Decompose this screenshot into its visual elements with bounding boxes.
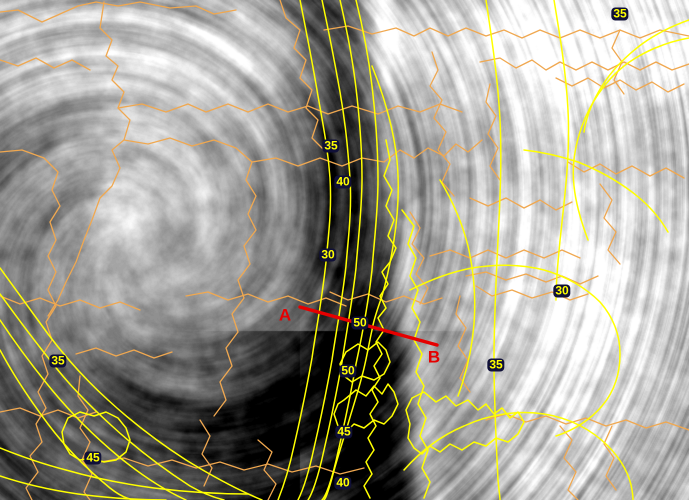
cross-section-label-b: B [427, 347, 441, 367]
border-path [47, 1, 131, 317]
contour-label: 30 [319, 247, 337, 262]
contour-45-inner [307, 0, 363, 500]
border-path [409, 211, 429, 305]
contour-label: 40 [334, 475, 352, 490]
contour-label: 50 [339, 363, 357, 378]
contour-label: 45 [84, 450, 102, 465]
contour-se-arc [403, 411, 634, 500]
border-path [567, 161, 685, 179]
contour-50-inner [321, 0, 379, 500]
contour-45-pocket-sw [61, 411, 131, 463]
border-path [329, 291, 443, 305]
border-path [251, 139, 483, 167]
contour-35-far-east [572, 37, 689, 241]
contour-ne-yellow [583, 19, 689, 133]
border-path [323, 25, 689, 39]
cross-section-label-a: A [278, 305, 292, 325]
border-path [479, 57, 689, 71]
contour-label: 35 [322, 138, 340, 153]
border-path [429, 51, 455, 197]
border-path [199, 419, 213, 487]
border-path [603, 425, 617, 491]
contour-label: 50 [351, 315, 369, 330]
border-path [469, 197, 573, 211]
border-path [0, 295, 141, 311]
border-path [485, 413, 689, 431]
contour-south-arc-2 [0, 475, 167, 500]
border-path [429, 249, 581, 259]
border-path [0, 407, 97, 419]
contour-sw-4 [0, 349, 135, 500]
contour-30-east [485, 0, 502, 500]
border-path [185, 291, 347, 307]
contour-mid-jag [333, 383, 399, 433]
border-path [0, 1, 237, 23]
contour-sw-3 [0, 319, 187, 500]
border-path [77, 375, 93, 500]
contour-label: 35 [49, 353, 67, 368]
border-path [455, 295, 471, 393]
contour-east-40-pocket [401, 209, 431, 499]
border-path [123, 137, 257, 417]
contour-40 [297, 0, 352, 500]
border-path [465, 271, 599, 285]
contour-35-sw [0, 267, 263, 500]
contour-label: 35 [487, 357, 505, 372]
border-path [117, 103, 463, 115]
border-path [0, 149, 61, 500]
border-path [257, 439, 277, 500]
border-path [99, 457, 365, 475]
contour-label: 30 [553, 283, 571, 298]
contour-30-east-b [553, 0, 570, 301]
contour-pocket-45 [405, 391, 525, 455]
contour-35-north [277, 0, 332, 500]
border-path [75, 347, 173, 359]
border-path [279, 0, 325, 151]
contour-ne-yellow-2 [523, 149, 669, 233]
border-path [559, 425, 579, 500]
border-path [0, 57, 91, 71]
contour-south-arc-1 [0, 447, 249, 495]
contour-label: 45 [335, 424, 353, 439]
cross-section-line-ab [298, 305, 439, 347]
border-path [485, 83, 501, 181]
contour-east-outer [439, 179, 476, 397]
border-path [555, 77, 685, 93]
contour-ragged-east [363, 139, 397, 499]
contour-sw-2 [0, 293, 225, 500]
contour-label: 40 [334, 174, 352, 189]
contour-label: 35 [611, 6, 629, 21]
border-path [475, 285, 589, 301]
border-path [599, 183, 621, 265]
